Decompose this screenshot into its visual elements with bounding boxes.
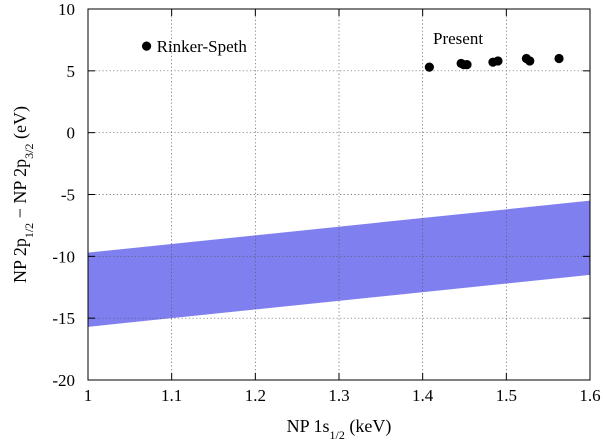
x-axis-title: NP 1s1/2 (keV) (287, 416, 392, 442)
x-tick-label: 1.2 (245, 386, 266, 405)
x-tick-label: 1.5 (496, 386, 517, 405)
x-tick-label: 1.4 (412, 386, 434, 405)
y-tick-label: 5 (67, 62, 76, 81)
y-tick-label: -10 (52, 247, 75, 266)
y-axis-title-middle: − NP 2p (10, 159, 30, 223)
y-tick-label: 0 (67, 124, 76, 143)
y-tick-label: 10 (58, 0, 75, 19)
annotation-present: Present (433, 29, 483, 48)
x-tick-label: 1 (84, 386, 93, 405)
plot-frame (87, 8, 591, 381)
x-tick-label: 1.3 (328, 386, 349, 405)
y-axis-title-unit: (eV) (10, 106, 31, 143)
data-point-present (525, 56, 535, 66)
plot-area: 1 1.1 1.2 1.3 1.4 1.5 1.6 -20 -15 -10 -5 0 5 10 (52, 0, 600, 405)
data-point-rinker-speth (141, 41, 152, 51)
x-axis-title-unit: (keV) (345, 416, 391, 437)
data-point-present (462, 60, 472, 70)
y-axis-title: NP 2p1/2 − NP 2p3/2 (eV) (10, 106, 36, 283)
y-axis-title-subscript1: 1/2 (22, 223, 36, 238)
x-axis-title-main: NP 1s (287, 416, 330, 436)
annotation-rinker-speth: Rinker-Speth (157, 37, 248, 56)
x-tick-label: 1.1 (161, 386, 182, 405)
y-tick-label: -20 (52, 371, 75, 390)
y-axis-title-part1: NP 2p (10, 238, 30, 283)
x-tick-label: 1.6 (579, 386, 600, 405)
data-point-present (424, 62, 434, 72)
y-axis-title-subscript2: 3/2 (22, 143, 36, 158)
uncertainty-band (88, 200, 590, 327)
data-point-present (493, 56, 503, 66)
y-tick-label: -5 (61, 186, 75, 205)
y-tick-label: -15 (52, 309, 75, 328)
x-axis-title-subscript: 1/2 (330, 428, 345, 442)
data-point-present (554, 53, 564, 64)
